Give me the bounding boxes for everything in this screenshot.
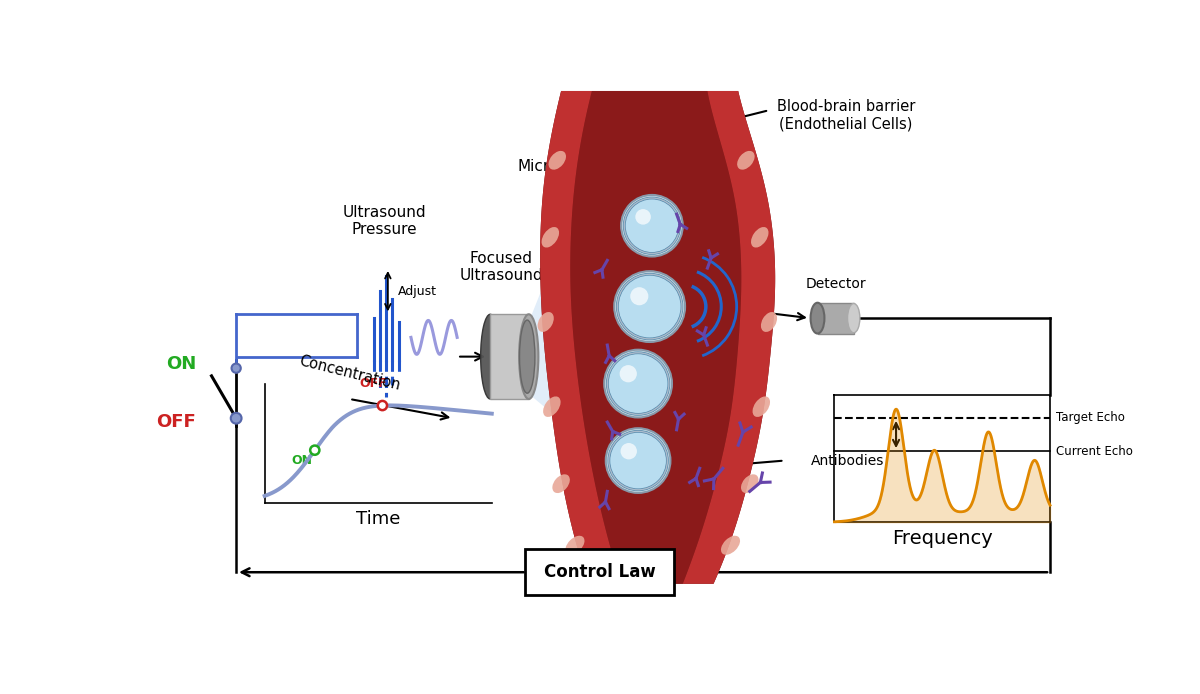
Ellipse shape [538, 312, 553, 332]
Circle shape [606, 428, 671, 493]
Text: Ultrasound
Pressure: Ultrasound Pressure [342, 205, 426, 237]
Ellipse shape [810, 303, 824, 334]
Text: Blood-brain barrier
(Endothelial Cells): Blood-brain barrier (Endothelial Cells) [776, 99, 916, 131]
Text: OFF: OFF [156, 413, 196, 431]
Text: Detector: Detector [805, 277, 866, 291]
Text: Concentration: Concentration [298, 353, 402, 393]
Ellipse shape [520, 314, 539, 399]
Text: Echo: Echo [698, 334, 732, 348]
Ellipse shape [761, 312, 778, 332]
Ellipse shape [751, 227, 768, 248]
Circle shape [622, 195, 683, 257]
Circle shape [378, 401, 388, 410]
Circle shape [608, 431, 667, 490]
Circle shape [607, 353, 668, 414]
Circle shape [617, 274, 682, 339]
FancyBboxPatch shape [524, 549, 674, 595]
Text: Time: Time [356, 511, 401, 529]
Circle shape [232, 364, 241, 373]
Circle shape [230, 413, 241, 423]
Text: Frequency: Frequency [892, 529, 992, 548]
Text: ON: ON [292, 454, 313, 467]
Ellipse shape [847, 303, 860, 332]
Circle shape [619, 365, 637, 382]
Ellipse shape [544, 396, 560, 417]
Ellipse shape [752, 396, 770, 417]
Text: ON: ON [166, 355, 196, 373]
Text: Control Law: Control Law [544, 564, 655, 582]
Text: Adjust: Adjust [398, 285, 437, 298]
Circle shape [620, 443, 637, 459]
Polygon shape [817, 303, 853, 334]
Ellipse shape [721, 536, 740, 555]
Text: Antibodies: Antibodies [811, 454, 884, 468]
Circle shape [630, 287, 648, 305]
Circle shape [614, 271, 685, 342]
Text: Target Echo: Target Echo [1056, 412, 1126, 425]
Polygon shape [491, 314, 529, 399]
Ellipse shape [481, 314, 500, 399]
Ellipse shape [552, 474, 570, 493]
Ellipse shape [520, 320, 535, 393]
Ellipse shape [737, 151, 755, 169]
Text: Current Echo: Current Echo [1056, 445, 1133, 457]
Text: OFF: OFF [359, 377, 386, 390]
Circle shape [624, 198, 679, 253]
Ellipse shape [742, 474, 758, 493]
Ellipse shape [565, 536, 584, 555]
Text: Focused
Ultrasound: Focused Ultrasound [460, 251, 542, 283]
Polygon shape [570, 91, 742, 584]
Circle shape [605, 350, 672, 418]
Polygon shape [540, 91, 622, 584]
Circle shape [310, 446, 319, 455]
Text: Microbubbles: Microbubbles [518, 159, 619, 174]
Ellipse shape [541, 227, 559, 248]
Polygon shape [683, 91, 775, 584]
Circle shape [635, 209, 650, 225]
Polygon shape [530, 260, 553, 414]
Polygon shape [540, 91, 775, 584]
Ellipse shape [548, 151, 566, 169]
